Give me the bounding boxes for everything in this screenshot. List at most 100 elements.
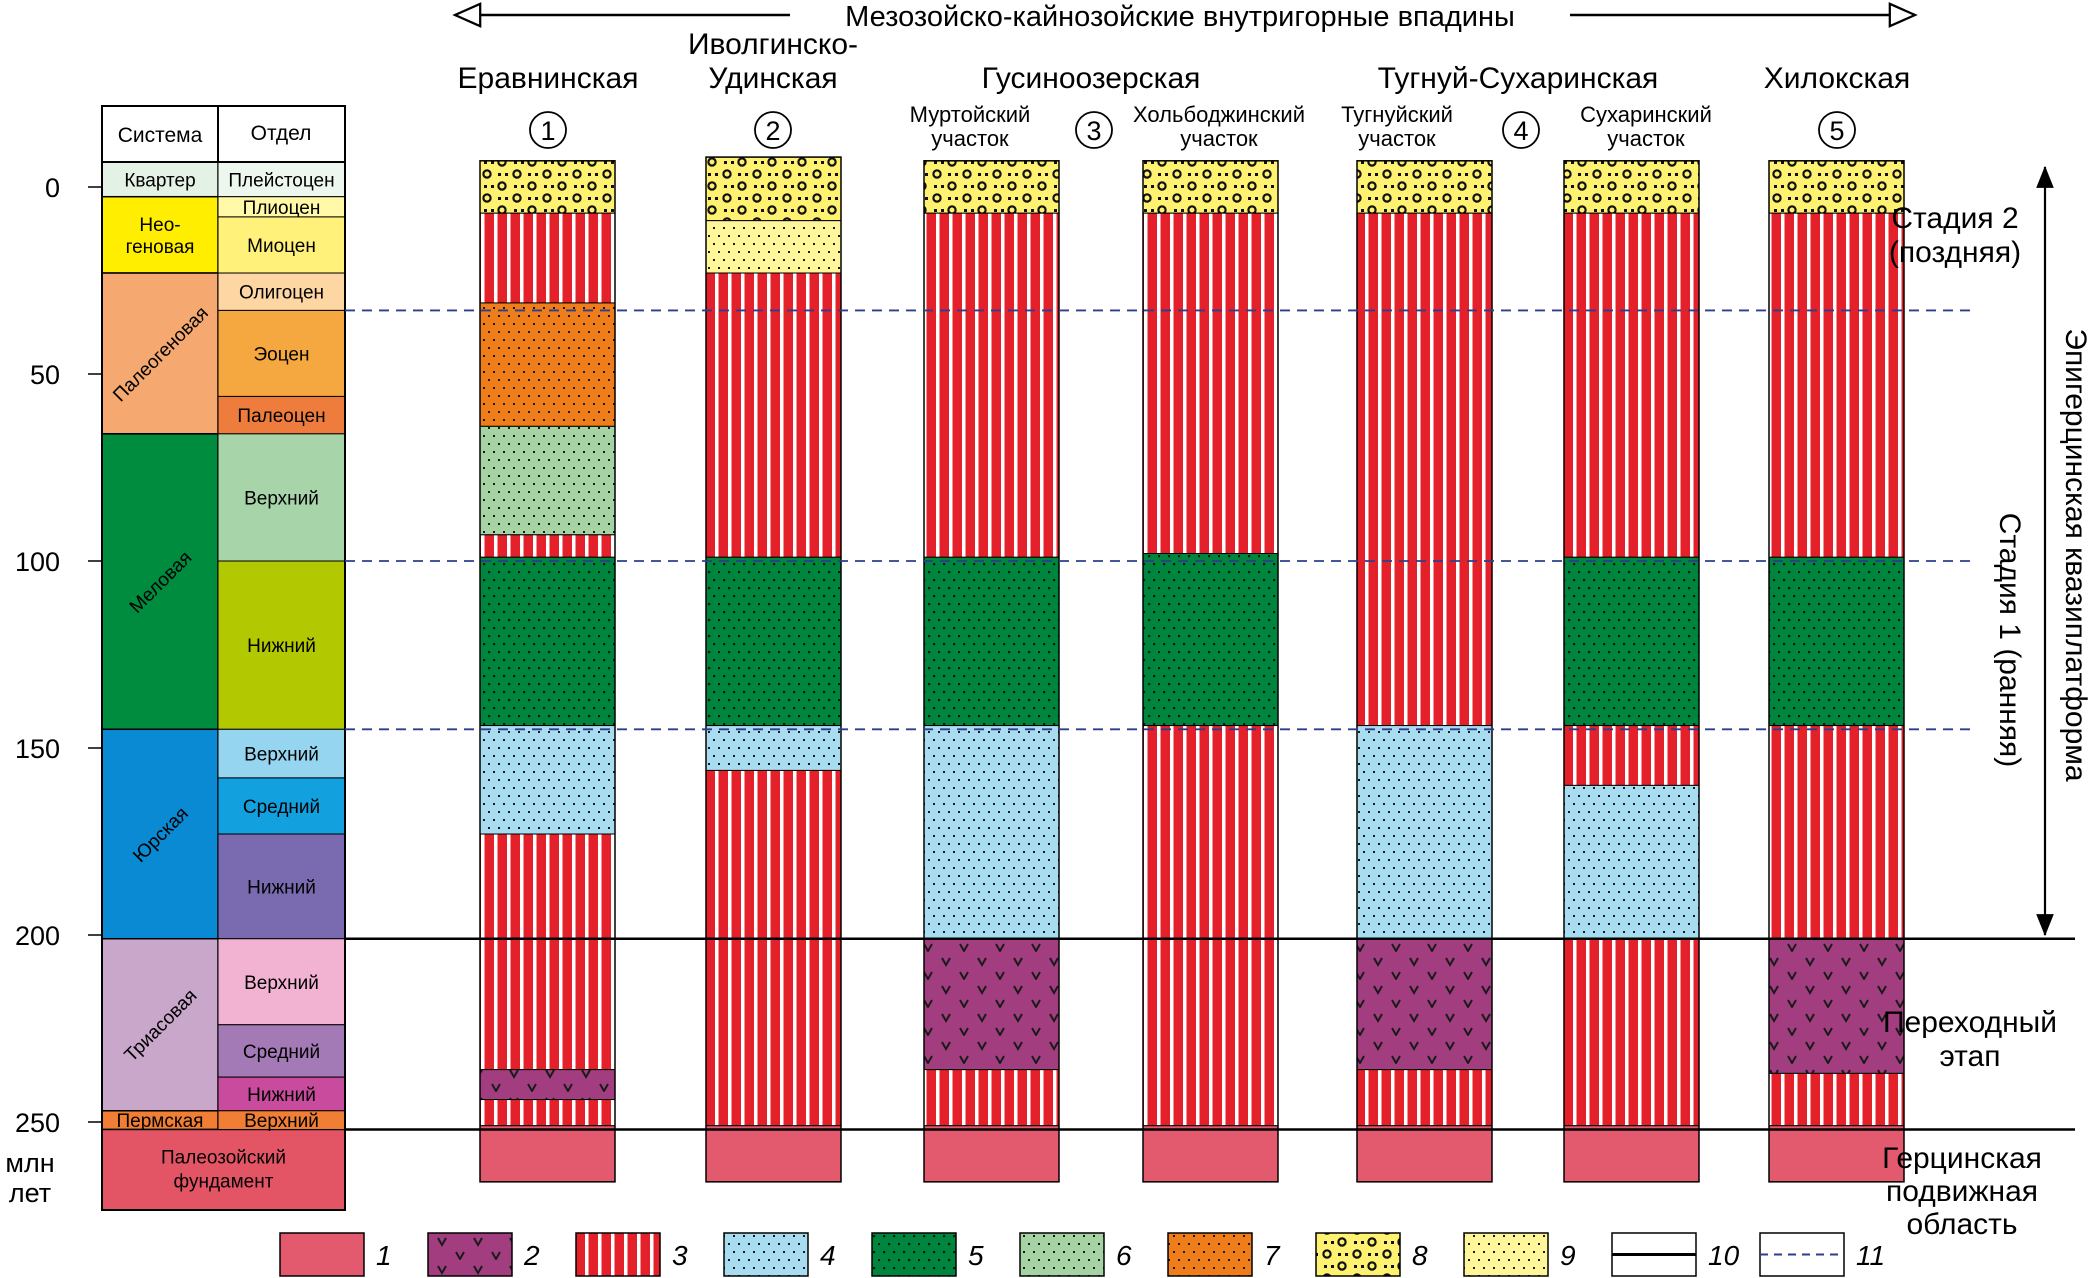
age-axis: млн лет 0 50 100 150 200 250 bbox=[5, 173, 102, 1208]
legend-number: 11 bbox=[1856, 1240, 1885, 1271]
subsection-name: участок bbox=[1180, 126, 1258, 151]
series-label: Олигоцен bbox=[239, 283, 324, 304]
layer-type-3 bbox=[1356, 1069, 1493, 1127]
series-cell bbox=[217, 395, 346, 435]
series-label: Нижний bbox=[247, 636, 316, 657]
layer-type-3 bbox=[705, 769, 842, 1127]
system-label: Квартер bbox=[124, 170, 195, 191]
column-outline bbox=[1142, 160, 1279, 1183]
subsection-name: участок bbox=[931, 126, 1009, 151]
age-tick-label: 50 bbox=[30, 360, 60, 390]
series-cell bbox=[217, 728, 346, 779]
layer-type-3 bbox=[1768, 1072, 1905, 1127]
basin-name: Еравнинская bbox=[458, 62, 639, 95]
layer-type-4 bbox=[923, 725, 1060, 940]
series-cell bbox=[217, 938, 346, 1026]
layer-type-5 bbox=[705, 556, 842, 727]
layer-type-1 bbox=[705, 1125, 842, 1183]
basin-heading: Иволгинско-Удинская 2 bbox=[688, 28, 858, 149]
subsection-name: Сухаринский bbox=[1580, 102, 1712, 127]
time-scale: КвартерНео-геноваяПалеогеноваяМеловаяЮрс… bbox=[101, 105, 346, 1211]
system-cell bbox=[101, 937, 219, 1112]
age-tick-label: 100 bbox=[15, 547, 60, 577]
series-label: Верхний bbox=[244, 488, 319, 509]
basin-number: 4 bbox=[1513, 116, 1528, 146]
section-column bbox=[1356, 160, 1493, 1183]
layer-type-5 bbox=[1142, 553, 1279, 727]
series-label: Средний bbox=[243, 797, 320, 818]
basin-name: Удинская bbox=[708, 62, 837, 95]
legend-swatch bbox=[1463, 1232, 1549, 1277]
legend-number: 5 bbox=[968, 1240, 984, 1271]
layer-type-4 bbox=[705, 725, 842, 771]
layer-type-8 bbox=[1563, 160, 1700, 214]
header-system-label: Система bbox=[118, 124, 203, 147]
legend-swatch bbox=[279, 1232, 365, 1277]
series-cell bbox=[217, 433, 346, 562]
basin-heading: Хилокская 5 bbox=[1764, 62, 1910, 149]
layer-type-5 bbox=[923, 556, 1060, 727]
layer-type-1 bbox=[923, 1125, 1060, 1183]
series-label: Верхний bbox=[244, 1111, 319, 1132]
layer-type-4 bbox=[479, 725, 616, 835]
section-column bbox=[1768, 160, 1905, 1183]
layer-type-4 bbox=[1356, 725, 1493, 940]
legend-number: 2 bbox=[523, 1240, 540, 1271]
legend-item: 1 bbox=[279, 1232, 392, 1277]
hercynian-label-line-2: подвижная bbox=[1886, 1175, 2038, 1208]
series-cell bbox=[217, 1024, 346, 1078]
system-label: Нео-геновая bbox=[126, 215, 195, 258]
system-label: Палеозойский фундамент bbox=[161, 1148, 286, 1193]
section-column bbox=[923, 160, 1060, 1183]
legend-number: 8 bbox=[1412, 1240, 1428, 1271]
layer-type-3 bbox=[705, 272, 842, 558]
system-cell bbox=[101, 1128, 346, 1211]
system-label: Пермская bbox=[117, 1111, 204, 1132]
series-cell bbox=[217, 833, 346, 940]
legend-number: 7 bbox=[1264, 1240, 1281, 1271]
legend-number: 9 bbox=[1560, 1240, 1576, 1271]
basin-number: 3 bbox=[1086, 116, 1101, 146]
layer-type-2 bbox=[1768, 938, 1905, 1074]
basin-number-circle bbox=[1502, 111, 1540, 149]
layer-type-3 bbox=[1768, 725, 1905, 940]
layer-type-5 bbox=[479, 556, 616, 727]
legend-swatch bbox=[1315, 1232, 1401, 1277]
layer-type-3 bbox=[1563, 725, 1700, 786]
section-column bbox=[479, 160, 616, 1183]
basin-name: Иволгинско- bbox=[688, 28, 858, 61]
layer-type-8 bbox=[1142, 160, 1279, 214]
legend-item: 10 bbox=[1611, 1232, 1740, 1277]
series-label: Палеоцен bbox=[237, 406, 325, 427]
layer-type-2 bbox=[1356, 938, 1493, 1071]
layer-type-6 bbox=[479, 425, 616, 536]
series-label: Нижний bbox=[247, 877, 316, 898]
legend-item: 4 bbox=[723, 1232, 836, 1277]
legend-swatch bbox=[871, 1232, 957, 1277]
legend-item: 8 bbox=[1315, 1232, 1428, 1277]
layer-type-5 bbox=[1563, 556, 1700, 727]
legend-item: 2 bbox=[427, 1232, 540, 1277]
basin-number: 2 bbox=[765, 116, 780, 146]
series-cell bbox=[217, 216, 346, 274]
layer-type-3 bbox=[1142, 212, 1279, 555]
basin-heading: Еравнинская 1 bbox=[458, 62, 639, 149]
layer-type-1 bbox=[479, 1125, 616, 1183]
layer-type-8 bbox=[1768, 160, 1905, 214]
layer-type-8 bbox=[923, 160, 1060, 214]
series-label: Плиоцен bbox=[243, 198, 321, 219]
legend-item: 5 bbox=[871, 1232, 984, 1277]
layer-type-7 bbox=[479, 302, 616, 427]
layer-type-8 bbox=[1356, 160, 1493, 214]
column-outline bbox=[1768, 160, 1905, 1183]
hercynian-label-line-1: Герцинская bbox=[1882, 1142, 2042, 1175]
legend-number: 1 bbox=[376, 1240, 392, 1271]
layer-type-2 bbox=[479, 1069, 616, 1101]
basin-name: Гусиноозерская bbox=[982, 62, 1201, 95]
section-column bbox=[1142, 160, 1279, 1183]
layer-type-3 bbox=[1142, 725, 1279, 1127]
basin-headings: Еравнинская 1 Иволгинско-Удинская 2 Гусинооз… bbox=[458, 28, 1911, 151]
stage1-label: Стадия 1 (ранняя) bbox=[1993, 513, 2026, 768]
subsection-name: участок bbox=[1607, 126, 1685, 151]
series-label: Нижний bbox=[247, 1085, 316, 1106]
